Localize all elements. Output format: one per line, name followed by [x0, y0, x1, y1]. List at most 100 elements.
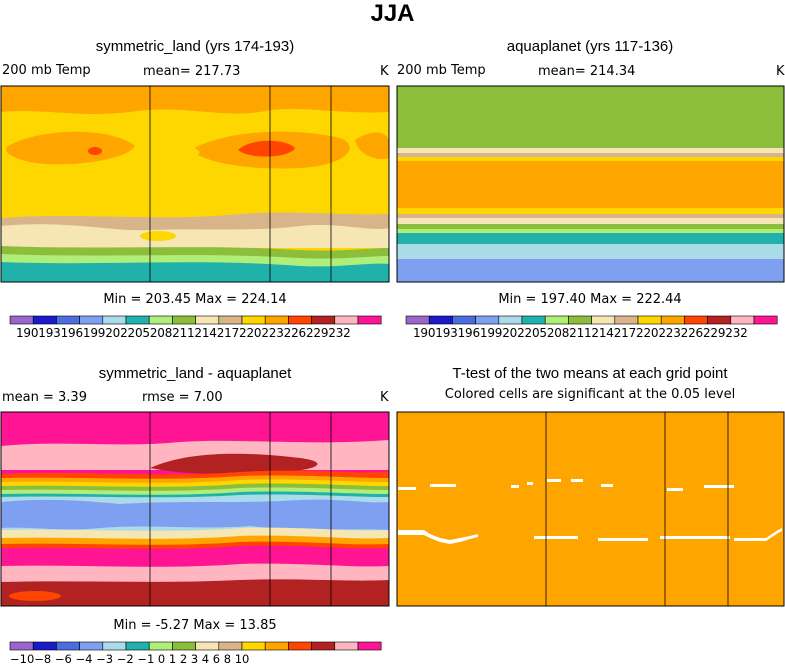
panel3-map [1, 412, 389, 606]
panel2-colorbar-labels: 1901931961992022052082112142172202232262… [413, 326, 748, 340]
colorbar-swatch [148, 315, 173, 325]
colorbar-swatch [498, 315, 523, 325]
p4-nonsig-cell [601, 484, 613, 487]
p1-spot-red-center [238, 140, 295, 157]
panel3-title: symmetric_land - aquaplanet [98, 365, 292, 382]
panel2-colorbar [405, 315, 778, 325]
colorbar-swatch [288, 315, 312, 325]
panel1-variable-label: 200 mb Temp [2, 63, 91, 78]
colorbar-swatch [334, 641, 359, 651]
p4-nonsig-cell [704, 485, 734, 488]
colorbar-swatch [148, 641, 173, 651]
colorbar-swatch [730, 315, 755, 325]
p2-band-tan-a [397, 153, 784, 157]
p1-band-yellow-wave [150, 143, 200, 162]
colorbar-swatch [79, 315, 104, 325]
p1-band-cream [1, 224, 389, 248]
p2-band-olive-b [397, 224, 784, 229]
p2-band-lightgreen [397, 229, 784, 233]
colorbar-swatch [195, 641, 220, 651]
colorbar-swatch [218, 315, 243, 325]
panel1-colorbar [9, 315, 382, 325]
p1-blob-orange-left [6, 131, 136, 165]
colorbar-swatch [241, 641, 266, 651]
panel3-colorbar-labels: −10−8 −6 −4 −3 −2 −1 0 1 2 3 4 6 8 10 [10, 652, 250, 666]
panel3-mean: mean = 3.39 [2, 390, 87, 405]
p3-blob-blue [1, 499, 389, 530]
panel1-title: symmetric_land (yrs 174-193) [95, 38, 295, 55]
p3-band-pink-bottom [1, 563, 389, 584]
panel3-units: K [380, 390, 389, 405]
p4-nonsig-cell [527, 482, 533, 485]
p2-band-olive [397, 86, 784, 148]
colorbar-swatch [357, 641, 382, 651]
colorbar-swatch [125, 315, 150, 325]
colorbar-swatch [753, 315, 778, 325]
colorbar-swatch [452, 315, 476, 325]
panel3-frame [0, 411, 390, 607]
colorbar-swatch [637, 315, 662, 325]
p3-blob-darkred [150, 453, 318, 474]
colorbar-swatch [405, 315, 430, 325]
colorbar-swatch [264, 641, 289, 651]
p4-nonsig-line [734, 528, 782, 541]
panel4-subtitle: Colored cells are significant at the 0.0… [444, 387, 736, 402]
p2-band-yellow-b [397, 208, 784, 214]
colorbar-swatch [241, 315, 266, 325]
colorbar-swatch [32, 641, 57, 651]
p2-band-cream-a [397, 148, 784, 153]
panel3-colorbar [9, 641, 382, 651]
colorbar-swatch [311, 641, 336, 651]
colorbar-swatch [102, 641, 127, 651]
colorbar-swatch [9, 315, 34, 325]
p1-band-orange-top [1, 86, 389, 114]
panel1-units: K [380, 64, 389, 79]
panel2-mean: mean= 214.34 [538, 64, 636, 79]
colorbar-swatch [195, 315, 220, 325]
colorbar-swatch [591, 315, 616, 325]
colorbar-swatch [102, 315, 127, 325]
p2-band-lightblue [397, 244, 784, 259]
colorbar-swatch [544, 315, 569, 325]
panel2-variable-label: 200 mb Temp [397, 63, 486, 78]
colorbar-swatch [79, 641, 104, 651]
p4-nonsig-cell [534, 536, 578, 539]
panel3-rmse: rmse = 7.00 [142, 390, 223, 405]
colorbar-swatch [288, 641, 312, 651]
colorbar-swatch [56, 641, 80, 651]
panel1-colorbar-labels: 1901931961992022052082112142172202232262… [16, 326, 351, 340]
colorbar-swatch [172, 315, 196, 325]
colorbar-swatch [614, 315, 639, 325]
p4-nonsig-cell [598, 538, 648, 541]
colorbar-swatch [32, 315, 57, 325]
p4-nonsig-cell [547, 479, 561, 482]
colorbar-swatch [56, 315, 80, 325]
p4-nonsig-line [398, 530, 478, 544]
colorbar-swatch [357, 315, 382, 325]
p4-nonsig-cell [660, 536, 730, 539]
p2-band-blue [397, 259, 784, 282]
p2-band-cream-b [397, 218, 784, 224]
panel3-minmax: Min = -5.27 Max = 13.85 [113, 618, 277, 633]
p1-band-teal [1, 262, 389, 282]
colorbar-swatch [568, 315, 592, 325]
p2-band-tan-b [397, 214, 784, 218]
panel1-frame [0, 85, 390, 283]
panel2-title: aquaplanet (yrs 117-136) [506, 38, 674, 55]
p4-nonsig-cell [571, 479, 583, 482]
panel2-minmax: Min = 197.40 Max = 222.44 [498, 292, 682, 307]
p4-nonsig-cell [430, 484, 456, 487]
p1-blob-orange-right [355, 132, 389, 160]
panel2-frame [396, 85, 785, 283]
p1-spot-red-left [88, 147, 102, 155]
colorbar-swatch [707, 315, 732, 325]
p4-nonsig-cell [511, 485, 519, 488]
colorbar-swatch [125, 641, 150, 651]
p4-significant-field [397, 412, 784, 606]
p2-band-teal [397, 233, 784, 244]
colorbar-swatch [264, 315, 289, 325]
panel1-minmax: Min = 203.45 Max = 224.14 [103, 292, 287, 307]
figure-title: JJA [370, 0, 415, 27]
panel2-map [397, 86, 784, 282]
